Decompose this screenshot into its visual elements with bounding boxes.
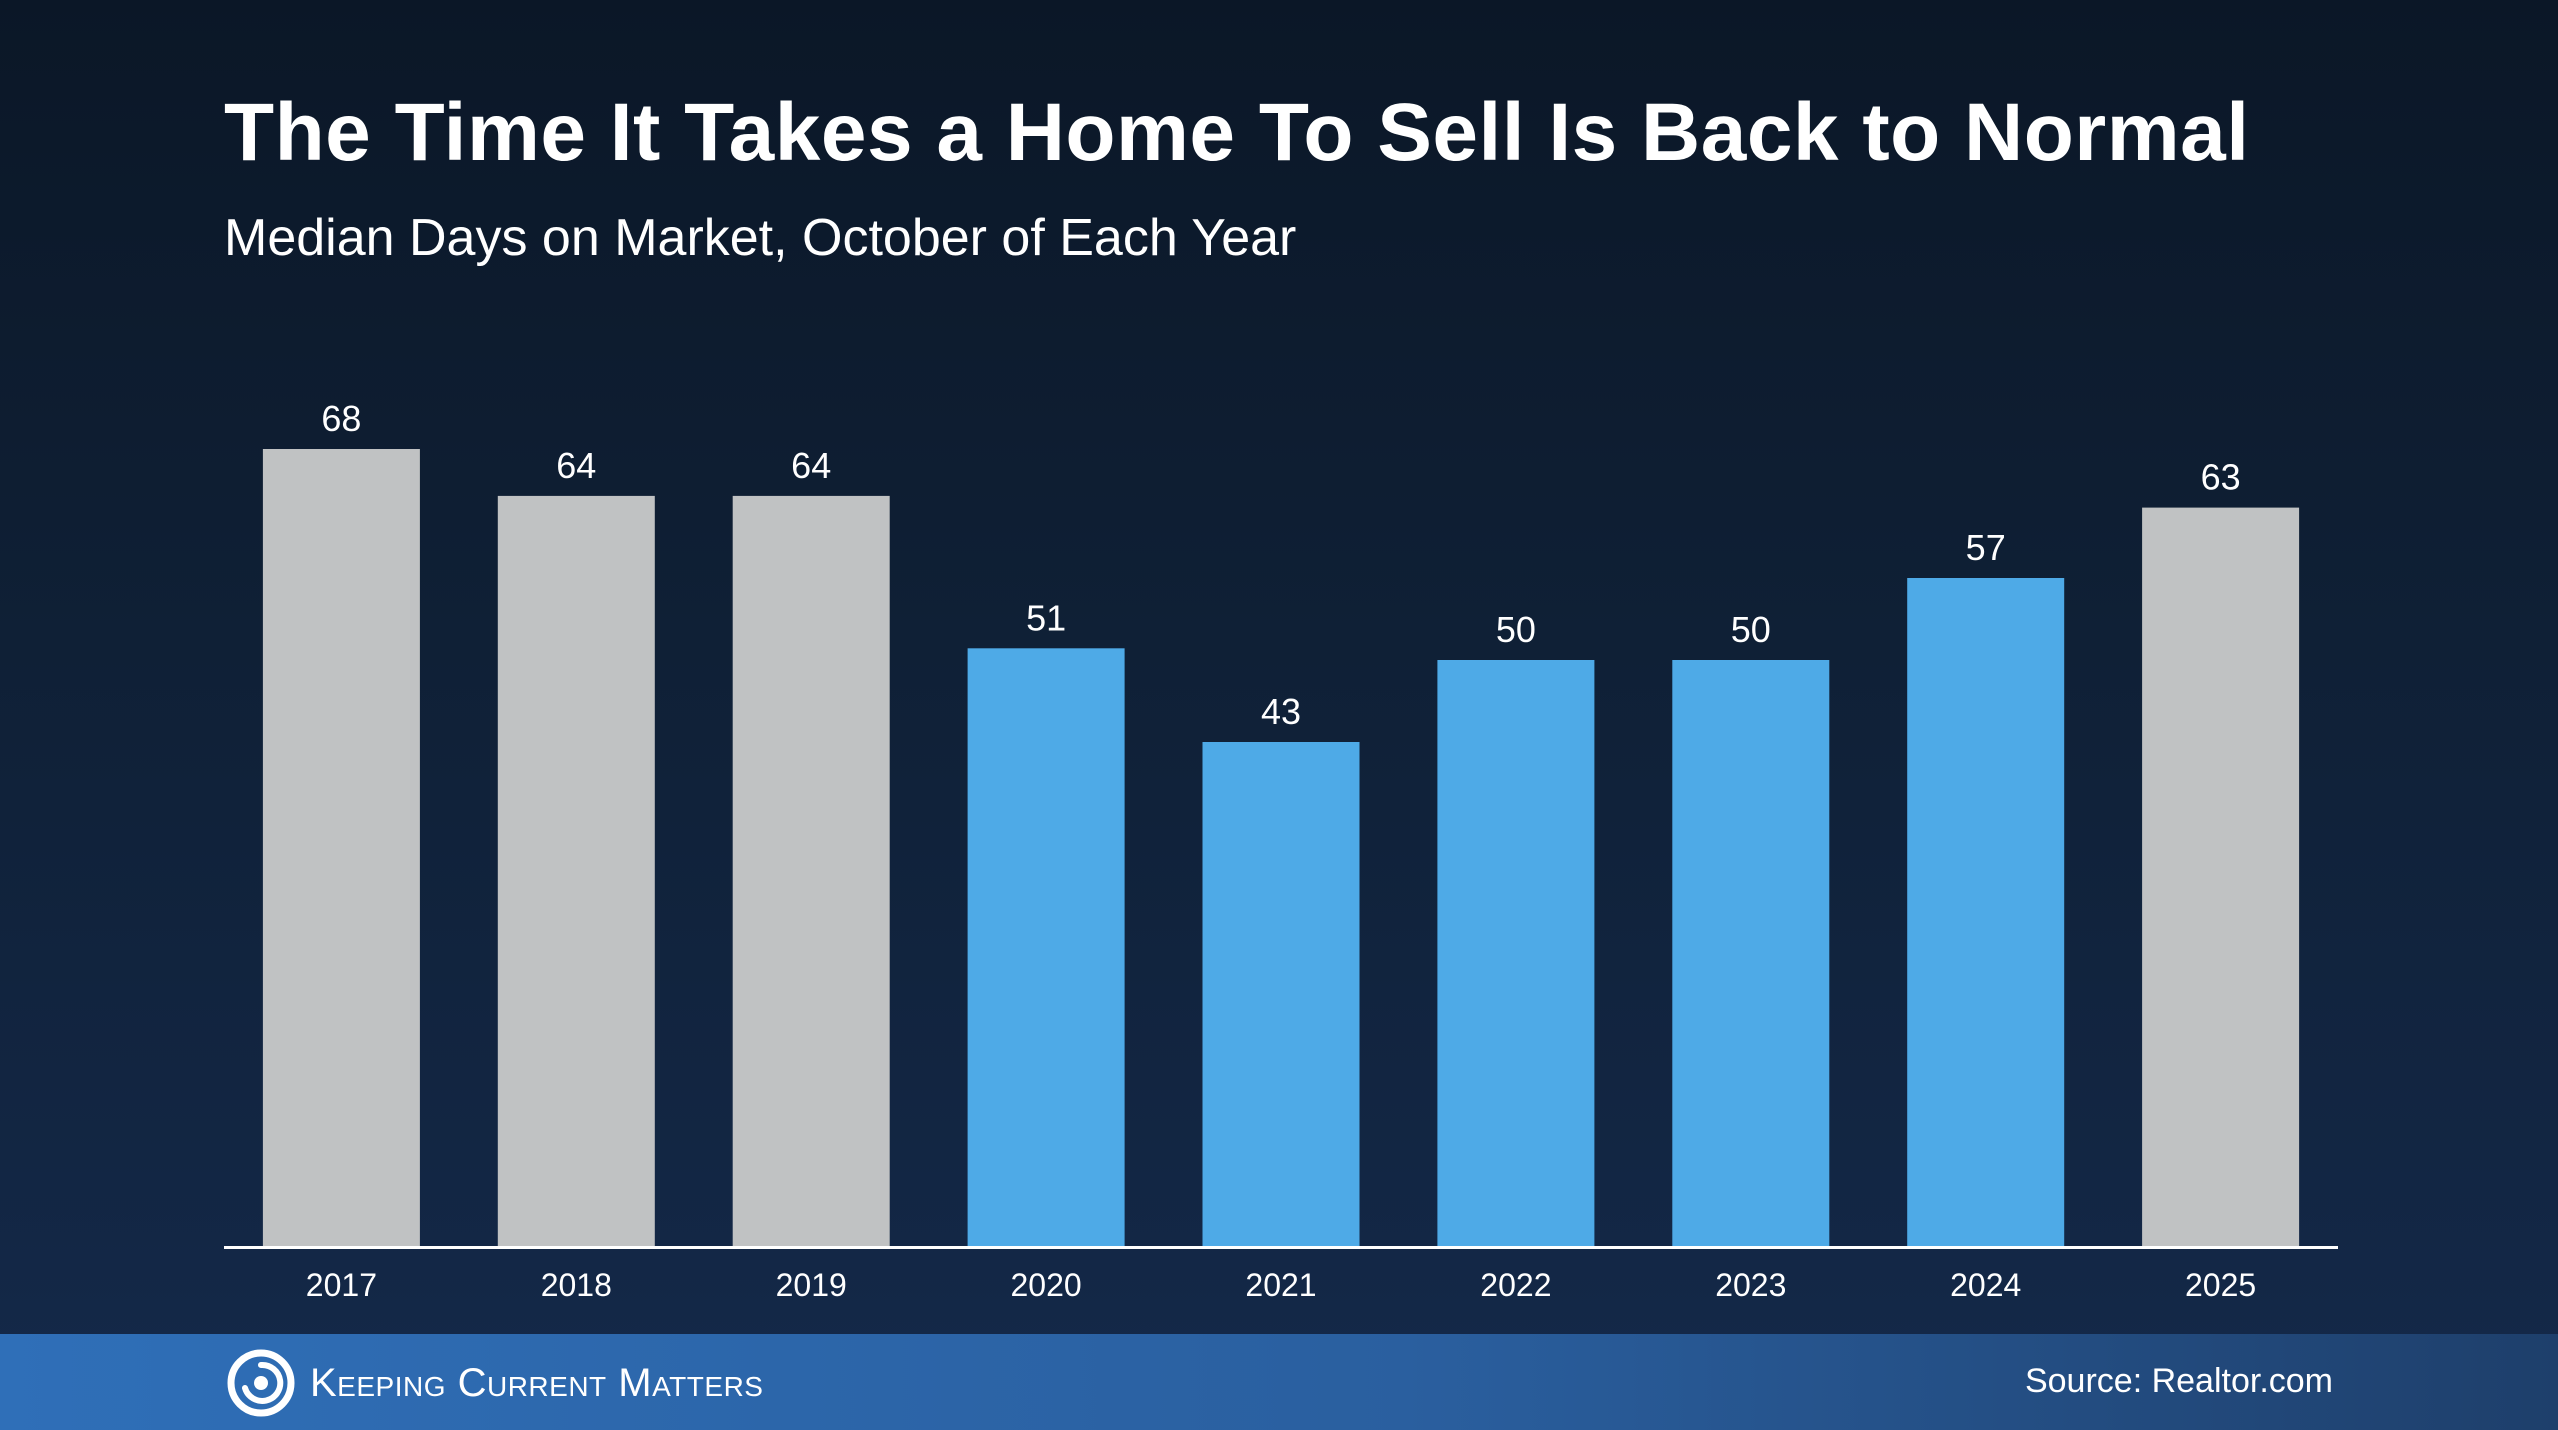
- swirl-logo-icon: [227, 1349, 295, 1417]
- x-tick-2019: 2019: [776, 1267, 847, 1303]
- footer-bar: Keeping Current Matters Source: Realtor.…: [0, 1334, 2558, 1430]
- bar-2021: [1202, 742, 1360, 1246]
- value-label-2024: 57: [1966, 527, 2006, 568]
- x-tick-labels-group: 2017 2018 2019 2020 2021 2022 2023 2024 2025: [306, 1267, 2256, 1303]
- value-labels-group: 68 64 64 51 43 50 50 57 63: [321, 398, 2240, 732]
- value-label-2025: 63: [2201, 457, 2241, 498]
- value-label-2021: 43: [1261, 691, 1301, 732]
- value-label-2023: 50: [1731, 609, 1771, 650]
- value-label-2022: 50: [1496, 609, 1536, 650]
- bar-2025: [2142, 507, 2300, 1247]
- value-label-2020: 51: [1026, 597, 1066, 638]
- brand-name: Keeping Current Matters: [310, 1360, 764, 1405]
- x-tick-2021: 2021: [1245, 1267, 1316, 1303]
- source-note: Source: Realtor.com: [2024, 1362, 2333, 1400]
- bar-2024: [1907, 578, 2065, 1246]
- x-tick-2017: 2017: [306, 1267, 377, 1303]
- bar-2020: [967, 648, 1125, 1246]
- bars-group: [262, 449, 2300, 1247]
- bar-2019: [732, 495, 890, 1246]
- bar-2017: [262, 449, 420, 1246]
- x-tick-2022: 2022: [1480, 1267, 1551, 1303]
- chart-subtitle: Median Days on Market, October of Each Y…: [224, 209, 1297, 267]
- x-tick-2018: 2018: [541, 1267, 612, 1303]
- value-label-2019: 64: [791, 445, 831, 486]
- bar-2022: [1437, 660, 1595, 1246]
- x-tick-2024: 2024: [1950, 1267, 2021, 1303]
- x-tick-2023: 2023: [1715, 1267, 1786, 1303]
- value-label-2017: 68: [321, 398, 361, 439]
- bar-2018: [497, 495, 655, 1246]
- value-label-2018: 64: [556, 445, 596, 486]
- x-tick-2020: 2020: [1011, 1267, 1082, 1303]
- x-tick-2025: 2025: [2185, 1267, 2256, 1303]
- chart-title: The Time It Takes a Home To Sell Is Back…: [224, 87, 2250, 178]
- brand-logo: Keeping Current Matters: [226, 1348, 763, 1418]
- bar-2023: [1672, 660, 1830, 1246]
